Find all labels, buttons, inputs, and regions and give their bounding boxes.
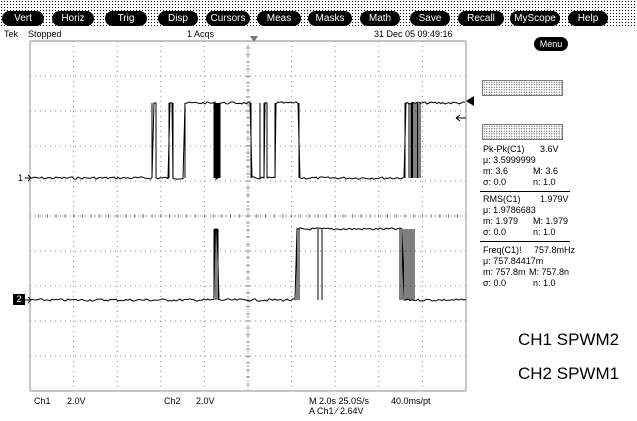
- ch1-caption: CH1 SPWM2: [518, 330, 620, 349]
- meas-sigma: σ: 0.0: [483, 227, 507, 237]
- meas-mean: μ: 3.5999999: [483, 155, 536, 165]
- acquisition-count: 1 Acqs: [187, 29, 215, 39]
- meas-value: 757.8mHz: [534, 245, 576, 255]
- meas-divider: [480, 241, 570, 242]
- left-arrow-icon: [455, 114, 466, 122]
- menu-myscope-button[interactable]: MyScope: [510, 11, 560, 26]
- menu-recall-button[interactable]: Recall: [458, 11, 504, 26]
- meas-count: n: 1.0: [533, 278, 556, 288]
- ch1-marker-label: 1: [18, 173, 24, 183]
- measurement-freq: Freq(C1)! 757.8mHz μ: 757.84417m m: 757.8…: [480, 245, 575, 289]
- trigger-level-arrow: [466, 96, 474, 106]
- menu-cursors-button[interactable]: Cursors: [206, 11, 250, 26]
- ch2-waveform: [29, 227, 467, 302]
- meas-title: Pk-Pk(C1): [483, 144, 525, 154]
- ch1-scale: 2.0V: [67, 396, 86, 406]
- menu-horiz-button[interactable]: Horiz: [52, 11, 94, 26]
- trigger-position-marker: [250, 36, 258, 42]
- side-button-1[interactable]: [482, 80, 563, 96]
- ch1-edge-jitter: [151, 103, 421, 178]
- meas-title: RMS(C1): [483, 194, 521, 204]
- meas-count: n: 1.0: [533, 227, 556, 237]
- record-interval: 40.0ms/pt: [391, 396, 431, 406]
- menu-button[interactable]: Menu: [534, 37, 568, 51]
- ch2-edge-jitter: [213, 229, 415, 300]
- ch2-label: Ch2: [164, 396, 181, 406]
- menu-masks-button[interactable]: Masks: [308, 11, 352, 26]
- menu-help-button[interactable]: Help: [568, 11, 608, 26]
- meas-max: M: 3.6: [533, 166, 559, 176]
- menu-vert-button[interactable]: Vert: [2, 11, 44, 26]
- meas-min: m: 757.8m: [483, 267, 526, 277]
- ch1-ground-marker: [25, 174, 32, 182]
- measurement-rms: RMS(C1) 1.979V μ: 1.9786683 m: 1.979 M: 1.…: [480, 194, 570, 238]
- meas-sigma: σ: 0.0: [483, 278, 507, 288]
- menu-save-button[interactable]: Save: [410, 11, 450, 26]
- meas-count: n: 1.0: [533, 177, 556, 187]
- menu-math-button[interactable]: Math: [360, 11, 400, 26]
- meas-divider: [480, 191, 570, 192]
- measurement-pkpk: Pk-Pk(C1) 3.6V μ: 3.5999999 m: 3.6 M: 3.6 …: [480, 144, 570, 188]
- meas-value: 1.979V: [540, 194, 569, 204]
- menu-meas-button[interactable]: Meas: [257, 11, 301, 26]
- meas-sigma: σ: 0.0: [483, 177, 507, 187]
- date-time: 31 Dec 05 09:49:16: [374, 29, 453, 39]
- menu-trig-button[interactable]: Trig: [105, 11, 147, 26]
- timebase-readout: M 2.0s 25.0S/s: [309, 396, 370, 406]
- ch2-scale: 2.0V: [196, 396, 215, 406]
- menu-bar: Vert Horiz Trig Disp Cursors Meas Masks …: [0, 0, 637, 28]
- run-state: Stopped: [28, 29, 62, 39]
- ch1-waveform: [29, 101, 466, 181]
- meas-max: M: 1.979: [533, 216, 569, 226]
- side-button-2[interactable]: [482, 124, 563, 140]
- ch1-label: Ch1: [34, 396, 51, 406]
- meas-value: 3.6V: [540, 144, 559, 154]
- meas-mean: μ: 1.9786683: [483, 205, 536, 215]
- graticule: [29, 40, 467, 392]
- meas-max: M: 757.8n: [529, 267, 570, 277]
- ch2-ground-marker: [25, 296, 32, 304]
- ch2-marker-label: 2: [13, 294, 25, 305]
- brand-label: Tek: [4, 29, 19, 39]
- ch2-caption: CH2 SPWM1: [518, 364, 620, 383]
- trigger-readout: A Ch1 ⁄ 2.64V: [309, 406, 364, 416]
- meas-min: m: 3.6: [483, 166, 509, 176]
- meas-title: Freq(C1)!: [483, 245, 522, 255]
- meas-mean: μ: 757.84417m: [483, 256, 544, 266]
- meas-min: m: 1.979: [483, 216, 519, 226]
- menu-disp-button[interactable]: Disp: [158, 11, 198, 26]
